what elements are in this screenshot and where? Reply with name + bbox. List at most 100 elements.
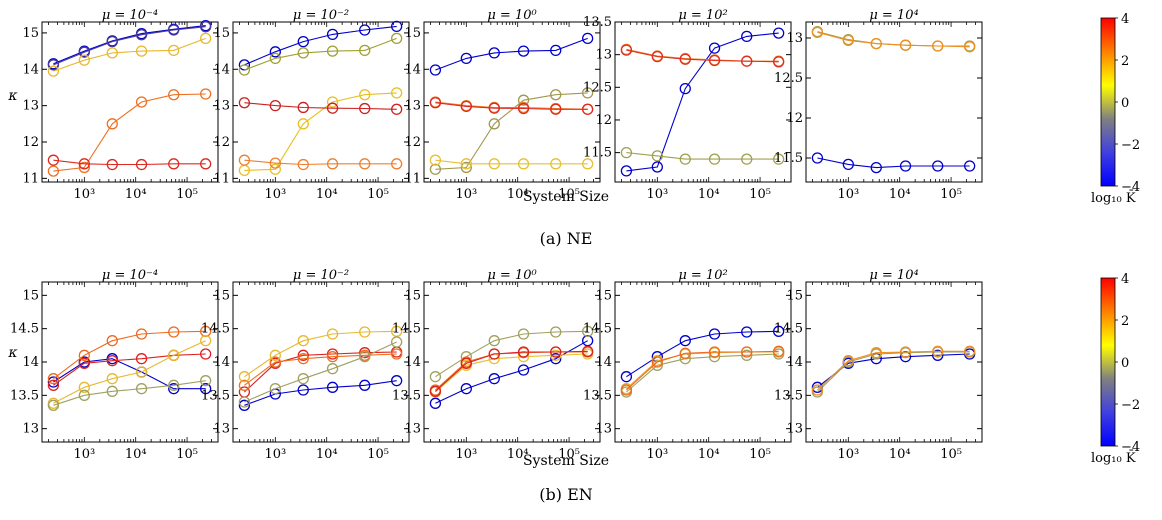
series-line [244,38,396,70]
y-tick-label: 13 [213,99,230,114]
panel-title: μ = 10⁻⁴ [102,8,158,23]
panels: μ = 10⁻⁴ 11 12 13 14 15 10³ 10⁴ 10⁵ μ = 10⁻² 11 12 1… [10,8,982,462]
x-tick-label: 10⁴ [698,447,720,462]
xlabel-row-b: System Size [523,453,609,469]
plot-frame [615,22,791,182]
series-line [53,94,205,171]
panel-title: μ = 10⁰ [487,268,537,283]
colorbar-label: log₁₀ K̄ [1091,190,1136,206]
x-tick-label: 10³ [264,187,286,202]
y-tick-label: 13 [595,422,612,437]
panel-title: μ = 10⁻² [293,268,349,283]
y-tick-label: 13.5 [10,388,39,403]
y-tick-label: 14 [213,62,230,77]
series-line [817,158,969,168]
y-tick-label: 13 [404,422,421,437]
colorbar-tick-label: 2 [1121,54,1129,69]
x-tick-label: 10⁵ [367,447,389,462]
series-line [244,160,396,164]
series-line [817,32,969,46]
x-tick-label: 10⁴ [316,447,338,462]
x-tick-label: 10³ [837,447,859,462]
panel-title: μ = 10⁻² [293,8,349,23]
y-tick-label: 14 [786,355,803,370]
y-tick-label: 14.5 [201,322,230,337]
y-tick-label: 13.5 [583,15,612,30]
colorbar-tick-label: 4 [1121,272,1129,287]
x-tick-label: 10³ [73,187,95,202]
y-tick-label: 13 [22,99,39,114]
x-tick-label: 10⁵ [940,187,962,202]
colorbar-tick-label: 4 [1121,12,1129,27]
x-tick-label: 10⁵ [749,447,771,462]
ylabel-row-a: κ [7,88,17,104]
x-tick-label: 10⁵ [940,447,962,462]
y-tick-label: 12 [213,135,230,150]
panel-1-1: μ = 10⁻²1313.51414.51510³ 10⁴ 10⁵ [201,268,409,462]
series-line [435,160,587,164]
y-tick-label: 14 [595,355,612,370]
panel-0-3: μ = 10² 11.5 12 12.5 13 13.5 10³ 10⁴ 10⁵ [583,8,791,202]
y-tick-label: 13.5 [774,388,803,403]
series-line [626,354,778,392]
colorbar-tick-label: −2 [1121,398,1140,413]
panel-0-4: μ = 10⁴11.51212.51310³ 10⁴ 10⁵ [774,8,982,202]
y-tick-label: 13 [213,422,230,437]
panel-1-0: μ = 10⁻⁴1313.51414.51510³ 10⁴ 10⁵ [10,268,218,462]
plot-frame [424,22,600,182]
y-tick-label: 11.5 [774,151,803,166]
series-line [53,381,205,406]
caption-a: (a) NE [540,229,593,248]
plot-frame [615,282,791,442]
y-tick-label: 12.5 [774,71,803,86]
y-tick-label: 11 [22,171,39,186]
y-tick-label: 13.5 [583,388,612,403]
y-tick-label: 12.5 [583,80,612,95]
panel-title: μ = 10⁰ [487,8,537,23]
ylabel-row-b: κ [7,345,17,361]
data-point [430,65,440,75]
series-line [435,354,587,392]
series-line [244,342,396,402]
y-tick-label: 14.5 [10,322,39,337]
y-tick-label: 11 [404,171,421,186]
x-tick-label: 10⁴ [125,187,147,202]
y-tick-label: 15 [404,288,421,303]
y-tick-label: 14 [22,355,39,370]
y-tick-label: 13 [595,48,612,63]
y-tick-label: 13 [22,422,39,437]
y-tick-label: 13 [786,31,803,46]
panel-title: μ = 10⁴ [869,268,918,283]
series-line [53,160,205,164]
y-tick-label: 15 [22,288,39,303]
y-tick-label: 11 [213,171,230,186]
x-tick-label: 10⁴ [698,187,720,202]
series-line [244,103,396,110]
x-tick-label: 10⁵ [749,187,771,202]
y-tick-label: 14 [404,355,421,370]
colorbar-gradient [1101,18,1115,186]
x-tick-label: 10³ [646,187,668,202]
y-tick-label: 15 [595,288,612,303]
panel-title: μ = 10² [678,268,727,283]
colorbar-tick-label: 0 [1121,96,1129,111]
y-tick-label: 13 [786,422,803,437]
data-point [812,153,822,163]
panel-title: μ = 10⁴ [869,8,918,23]
y-tick-label: 14 [213,355,230,370]
plot-frame [42,282,218,442]
y-tick-label: 14.5 [583,322,612,337]
y-tick-label: 15 [786,288,803,303]
y-tick-label: 12 [404,135,421,150]
x-tick-label: 10⁴ [125,447,147,462]
panel-0-1: μ = 10⁻²111213141510³ 10⁴ 10⁵ [213,8,409,202]
x-tick-label: 10⁵ [176,187,198,202]
series-line [435,38,587,70]
series-line [53,341,205,404]
plot-frame [233,282,409,442]
y-tick-label: 15 [213,288,230,303]
series-line [244,26,396,65]
x-tick-label: 10⁴ [889,187,911,202]
y-tick-label: 14 [22,62,39,77]
